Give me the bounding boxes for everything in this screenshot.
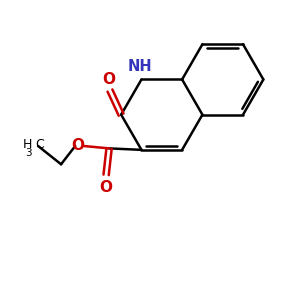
Text: O: O xyxy=(72,138,85,153)
Text: NH: NH xyxy=(128,59,152,74)
Text: O: O xyxy=(102,72,115,87)
Text: C: C xyxy=(35,138,44,151)
Text: H: H xyxy=(22,138,32,151)
Text: 3: 3 xyxy=(25,148,32,158)
Text: O: O xyxy=(100,180,112,195)
